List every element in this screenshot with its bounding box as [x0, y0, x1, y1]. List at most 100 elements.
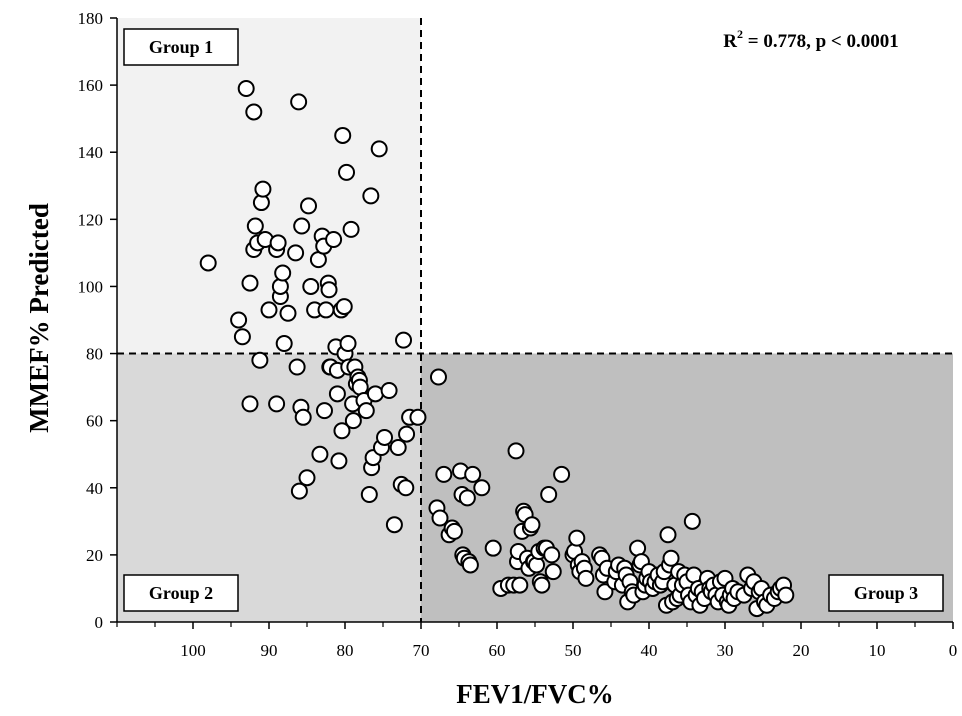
data-point: [199, 254, 217, 272]
x-tick-label: 40: [641, 641, 658, 660]
data-point: [376, 428, 394, 446]
y-tick-label: 180: [78, 9, 104, 28]
data-point: [328, 385, 346, 403]
group-label-box: [123, 574, 239, 612]
data-point: [431, 509, 449, 527]
data-point: [290, 482, 308, 500]
data-point: [568, 529, 586, 547]
data-point: [533, 576, 551, 594]
data-point: [511, 576, 529, 594]
data-point: [484, 539, 502, 557]
data-point: [507, 442, 525, 460]
data-point: [360, 485, 378, 503]
x-tick-label: 30: [717, 641, 734, 660]
data-point: [268, 395, 286, 413]
x-tick-label: 90: [261, 641, 278, 660]
data-point: [523, 516, 541, 534]
x-tick-label: 20: [793, 641, 810, 660]
data-point: [385, 516, 403, 534]
x-tick-label: 50: [565, 641, 582, 660]
x-axis-title: FEV1/FVC%: [456, 679, 614, 709]
x-tick-label: 100: [180, 641, 206, 660]
data-point: [398, 425, 416, 443]
data-point: [435, 465, 453, 483]
data-point: [553, 465, 571, 483]
data-point: [577, 569, 595, 587]
data-point: [464, 465, 482, 483]
data-point: [397, 479, 415, 497]
data-point: [596, 583, 614, 601]
data-point: [543, 546, 561, 564]
y-tick-label: 160: [78, 76, 104, 95]
data-point: [241, 395, 259, 413]
data-point: [241, 274, 259, 292]
data-point: [298, 469, 316, 487]
data-point: [683, 512, 701, 530]
y-axis-title: MMEF% Predicted: [24, 203, 54, 433]
data-point: [659, 526, 677, 544]
data-point: [445, 522, 463, 540]
data-point: [325, 230, 343, 248]
data-point: [380, 381, 398, 399]
data-point: [251, 351, 269, 369]
data-point: [366, 385, 384, 403]
data-point: [311, 445, 329, 463]
cutoff-lines: [117, 18, 953, 622]
data-point: [344, 412, 362, 430]
data-point: [333, 422, 351, 440]
data-point: [245, 103, 263, 121]
data-point: [662, 549, 680, 567]
data-point: [461, 556, 479, 574]
data-point: [370, 140, 388, 158]
data-point: [294, 408, 312, 426]
chart-labels: Group 1 Group 2 Group 3 R2 = 0.778, p < 0.…: [24, 27, 944, 709]
data-point: [473, 479, 491, 497]
y-tick-label: 100: [78, 277, 104, 296]
data-point: [339, 334, 357, 352]
data-point: [287, 244, 305, 262]
group-label: Group 2: [149, 583, 213, 603]
data-point: [334, 126, 352, 144]
data-point: [335, 298, 353, 316]
data-point: [288, 358, 306, 376]
data-point: [300, 197, 318, 215]
y-tick-label: 80: [86, 345, 103, 364]
x-tick-label: 80: [337, 641, 354, 660]
group-label: Group 1: [149, 37, 213, 57]
data-point: [230, 311, 248, 329]
data-point: [395, 331, 413, 349]
x-tick-label: 0: [949, 641, 958, 660]
data-point: [254, 180, 272, 198]
data-point: [357, 402, 375, 420]
data-point: [362, 187, 380, 205]
data-point: [317, 301, 335, 319]
y-tick-label: 140: [78, 143, 104, 162]
data-point: [279, 304, 297, 322]
y-tick-label: 60: [86, 412, 103, 431]
x-tick-label: 70: [413, 641, 430, 660]
data-point: [315, 402, 333, 420]
y-tick-label: 0: [95, 613, 104, 632]
y-tick-label: 20: [86, 546, 103, 565]
data-point: [233, 328, 251, 346]
data-points: [199, 79, 795, 618]
r-squared-annotation: R2 = 0.778, p < 0.0001: [723, 27, 898, 52]
data-point: [429, 368, 447, 386]
data-point: [274, 264, 292, 282]
group-label-boxes: Group 1 Group 2 Group 3: [123, 28, 944, 612]
x-tick-label: 10: [869, 641, 886, 660]
data-point: [269, 234, 287, 252]
data-point: [458, 489, 476, 507]
data-point: [302, 277, 320, 295]
data-point: [320, 281, 338, 299]
group-label-box: [828, 574, 944, 612]
data-point: [275, 334, 293, 352]
data-point: [409, 408, 427, 426]
data-point: [777, 586, 795, 604]
data-point: [540, 485, 558, 503]
x-tick-label: 60: [489, 641, 506, 660]
y-tick-label: 120: [78, 210, 104, 229]
data-point: [338, 163, 356, 181]
data-point: [389, 439, 407, 457]
